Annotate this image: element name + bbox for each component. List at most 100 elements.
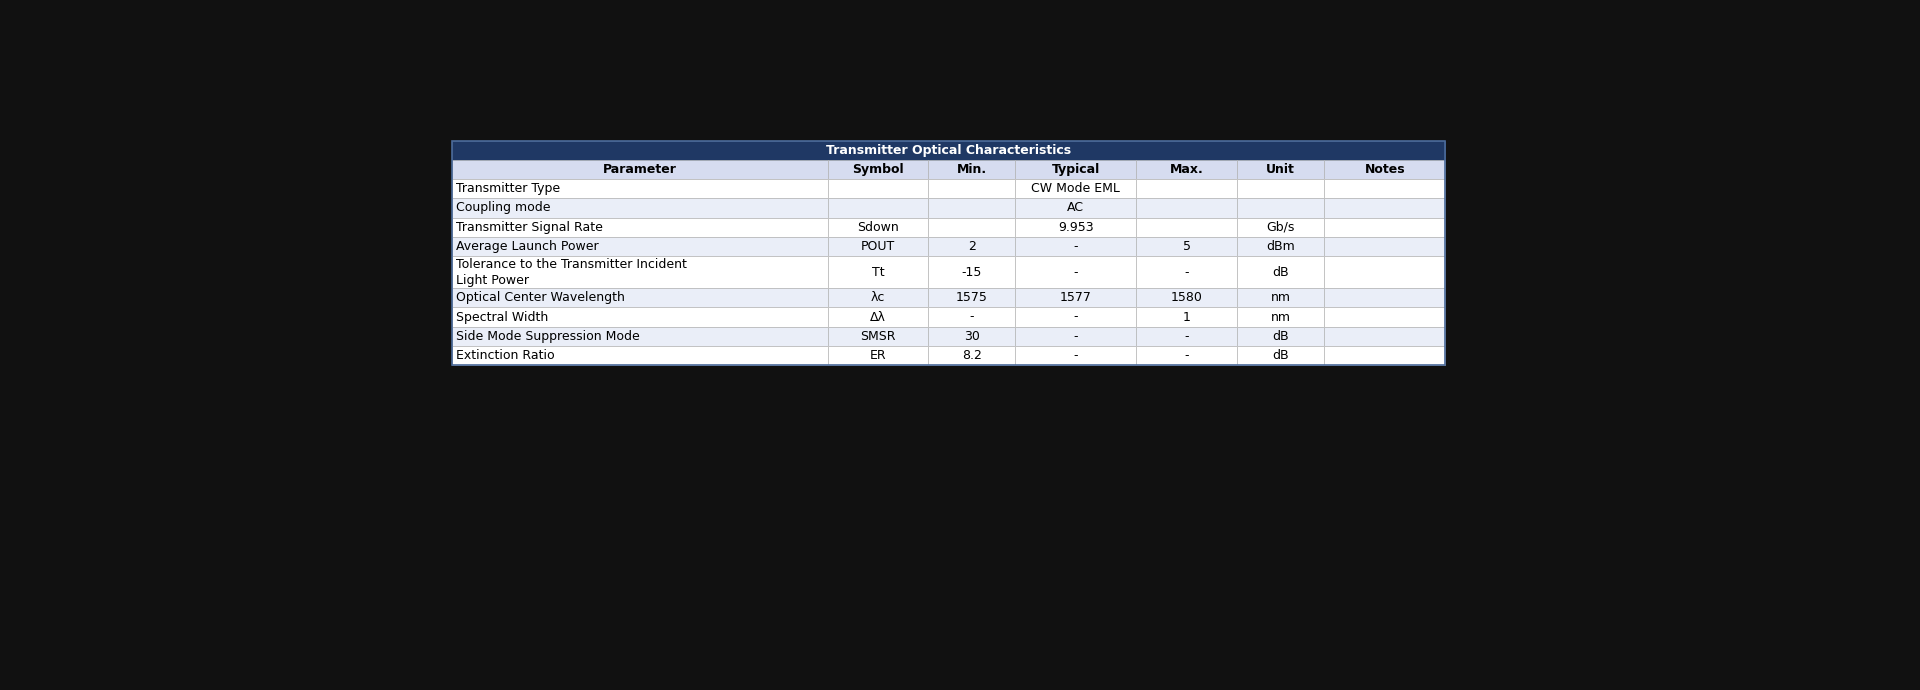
Text: Coupling mode: Coupling mode [457,201,551,215]
Bar [1325,346,1446,365]
Bar [1137,346,1236,365]
Bar [828,237,927,256]
Bar [451,198,828,217]
Text: Δλ: Δλ [870,310,885,324]
Text: -: - [1073,266,1079,279]
Bar [1236,237,1325,256]
Bar [927,288,1016,307]
Text: Typical: Typical [1052,163,1100,176]
Text: Optical Center Wavelength: Optical Center Wavelength [457,291,626,304]
Bar [1137,326,1236,346]
Text: Max.: Max. [1169,163,1204,176]
Bar [1016,288,1137,307]
Text: nm: nm [1271,310,1290,324]
Text: CW Mode EML: CW Mode EML [1031,182,1121,195]
Bar [927,198,1016,217]
Bar [1137,288,1236,307]
Bar [451,288,828,307]
Text: POUT: POUT [860,240,895,253]
Text: Transmitter Type: Transmitter Type [457,182,561,195]
Bar [828,346,927,365]
Text: -: - [1185,330,1188,343]
Bar [1325,198,1446,217]
Bar [828,307,927,326]
Bar [1016,237,1137,256]
Bar [1016,198,1137,217]
Text: 8.2: 8.2 [962,349,981,362]
Bar [1325,307,1446,326]
Bar [1325,288,1446,307]
Text: 1577: 1577 [1060,291,1092,304]
Bar [1016,326,1137,346]
Text: Transmitter Optical Characteristics: Transmitter Optical Characteristics [826,144,1071,157]
Bar [1137,198,1236,217]
Bar [828,179,927,198]
Text: dB: dB [1273,349,1288,362]
Bar [927,217,1016,237]
Bar [1137,160,1236,179]
Bar [927,346,1016,365]
Bar [1236,217,1325,237]
Text: Tolerance to the Transmitter Incident
Light Power: Tolerance to the Transmitter Incident Li… [457,257,687,286]
Text: Tt: Tt [872,266,885,279]
Text: -: - [1073,240,1079,253]
Text: 1575: 1575 [956,291,987,304]
Bar [1236,256,1325,288]
Bar [1016,217,1137,237]
Text: AC: AC [1068,201,1085,215]
Bar [1016,256,1137,288]
Bar [1325,160,1446,179]
Bar [1137,217,1236,237]
Text: Average Launch Power: Average Launch Power [457,240,599,253]
Text: Extinction Ratio: Extinction Ratio [457,349,555,362]
Bar [1236,346,1325,365]
Bar [1325,237,1446,256]
Bar [1236,307,1325,326]
Text: 30: 30 [964,330,979,343]
Bar [1016,307,1137,326]
Text: -: - [1185,266,1188,279]
Bar [451,237,828,256]
Bar [927,237,1016,256]
Bar [1236,160,1325,179]
Bar [1016,179,1137,198]
Text: 1580: 1580 [1171,291,1202,304]
Bar [828,326,927,346]
Text: dB: dB [1273,266,1288,279]
Bar [828,256,927,288]
Text: Spectral Width: Spectral Width [457,310,549,324]
Bar [1137,307,1236,326]
Bar [451,307,828,326]
Text: 5: 5 [1183,240,1190,253]
Bar [1325,179,1446,198]
Text: 2: 2 [968,240,975,253]
Text: nm: nm [1271,291,1290,304]
Text: Notes: Notes [1365,163,1405,176]
Text: -15: -15 [962,266,981,279]
Bar [1137,237,1236,256]
Text: 9.953: 9.953 [1058,221,1094,234]
Bar [828,160,927,179]
Text: -: - [1073,349,1079,362]
Text: SMSR: SMSR [860,330,895,343]
Bar [451,217,828,237]
Text: -: - [1073,330,1079,343]
Bar [1137,179,1236,198]
Bar [1325,326,1446,346]
Text: Parameter: Parameter [603,163,676,176]
Text: λc: λc [870,291,885,304]
Text: 1: 1 [1183,310,1190,324]
Text: dB: dB [1273,330,1288,343]
Bar [1325,217,1446,237]
Text: dBm: dBm [1267,240,1294,253]
Text: Sdown: Sdown [856,221,899,234]
Bar [927,307,1016,326]
Text: ER: ER [870,349,887,362]
Bar [451,179,828,198]
Text: Gb/s: Gb/s [1267,221,1294,234]
Text: Side Mode Suppression Mode: Side Mode Suppression Mode [457,330,639,343]
Bar [451,256,828,288]
Bar [1236,326,1325,346]
Text: -: - [1073,310,1079,324]
Bar [927,256,1016,288]
